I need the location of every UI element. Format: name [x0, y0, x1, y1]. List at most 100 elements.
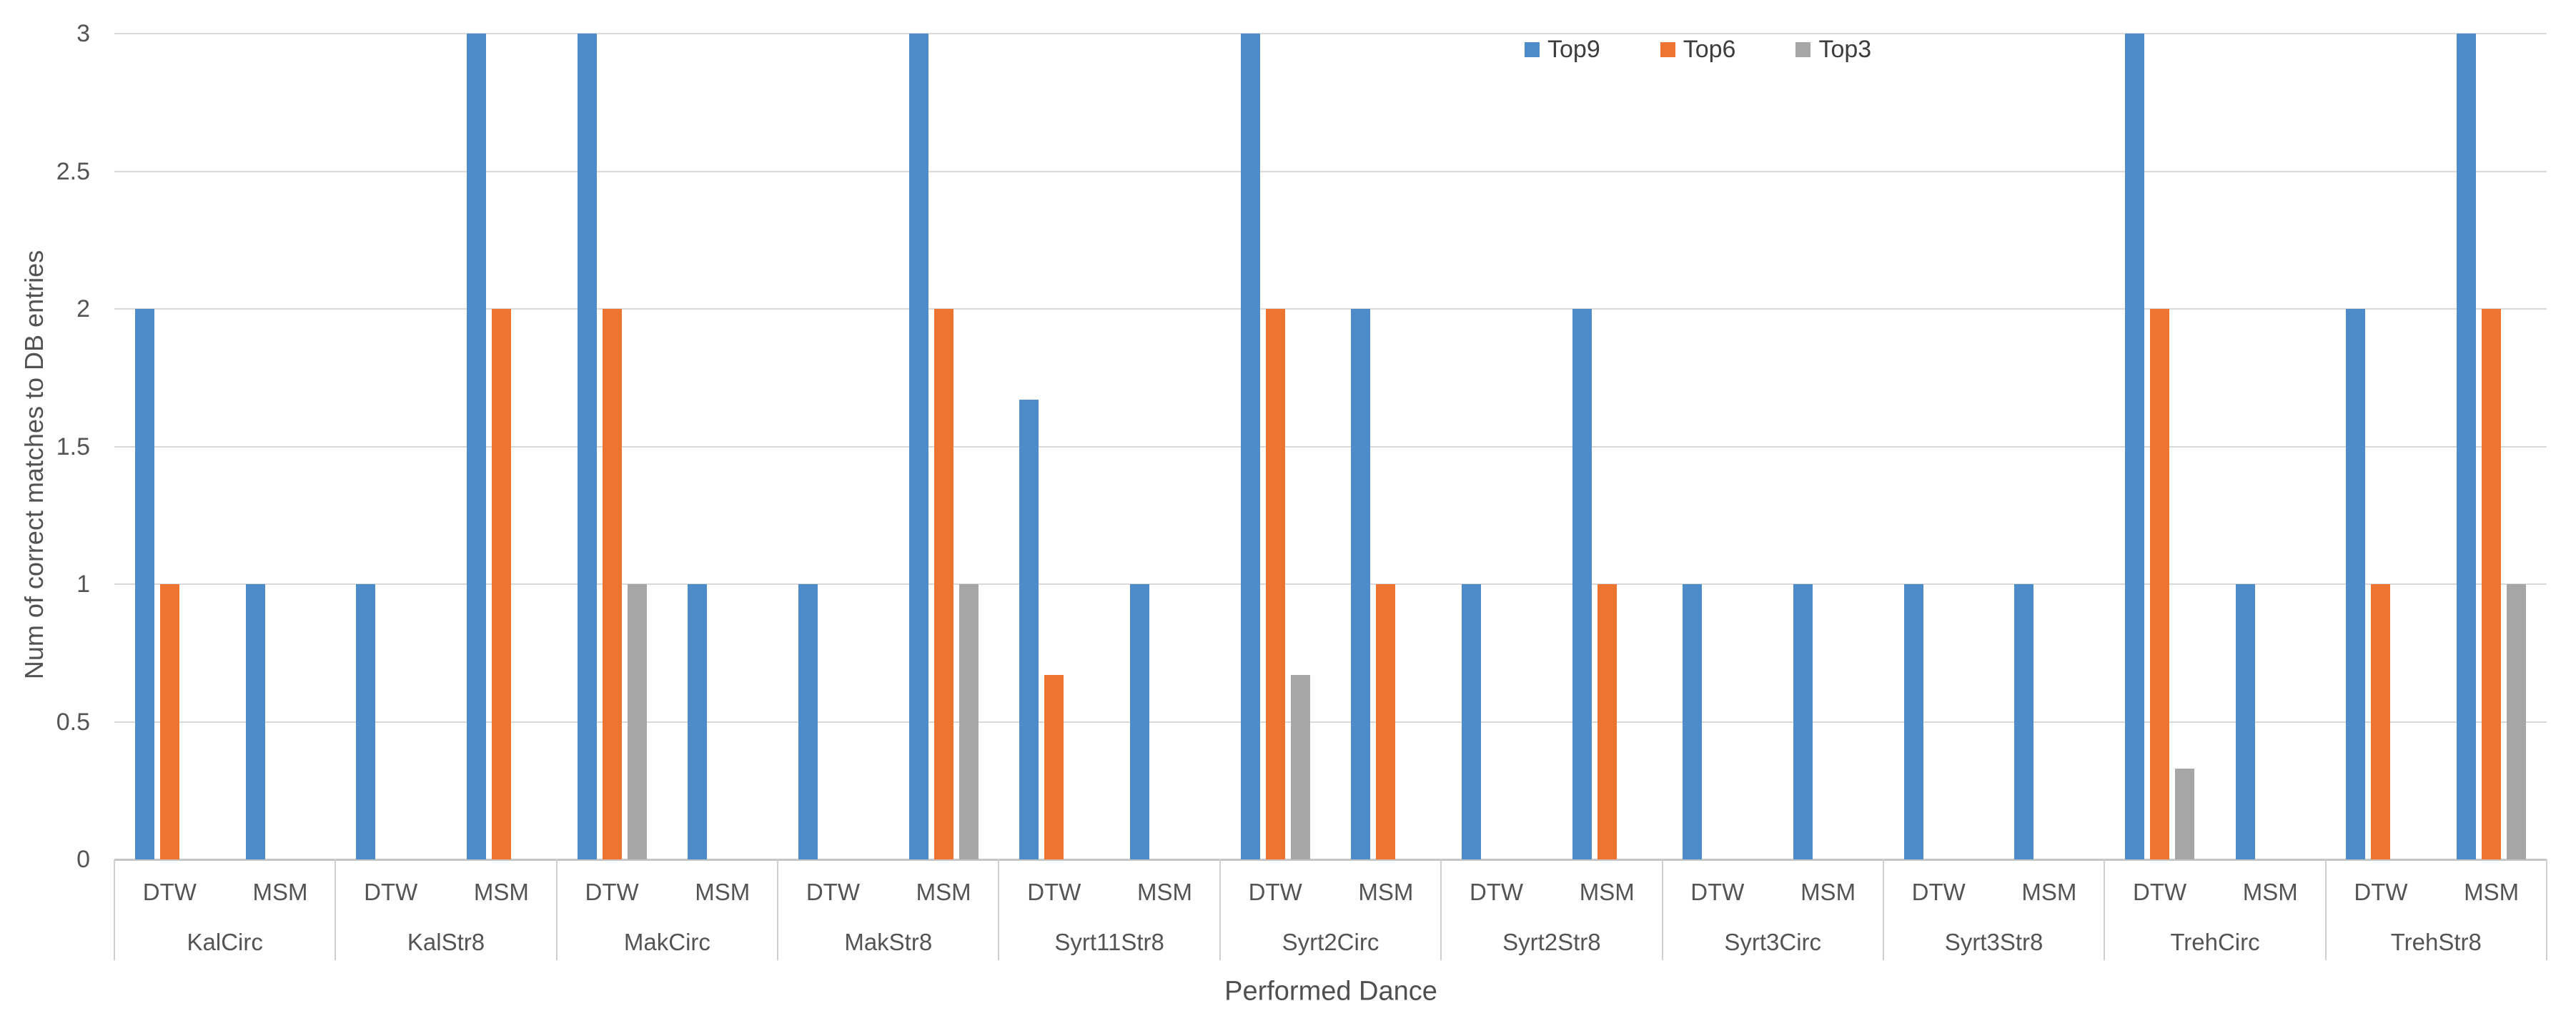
category-divider	[2104, 859, 2106, 960]
bar-top9	[1019, 400, 1039, 859]
x-axis-title: Performed Dance	[1224, 976, 1437, 1007]
bar-top6	[2482, 309, 2502, 859]
bar-top3	[2507, 584, 2527, 859]
bar-top6	[1265, 309, 1285, 859]
bar-top9	[2014, 584, 2034, 859]
bar-top9	[688, 584, 708, 859]
axis-label-dtw: DTW	[364, 879, 418, 905]
bar-top9	[908, 34, 928, 859]
category-divider	[1440, 859, 1442, 960]
bar-top6	[1044, 675, 1064, 859]
y-tick-label: 1	[76, 571, 90, 598]
y-tick-label: 0.5	[56, 708, 90, 736]
group-label-syrt2str8: Syrt2Str8	[1502, 929, 1601, 955]
legend: Top9 Top6 Top3	[1525, 33, 1871, 66]
category-divider	[1219, 859, 1221, 960]
bar-top9	[798, 584, 818, 859]
category-divider	[2546, 859, 2547, 960]
y-tick-label: 2	[76, 295, 90, 322]
bar-top3	[627, 584, 647, 859]
y-tick-label: 0	[76, 846, 90, 873]
legend-label: Top9	[1547, 35, 1600, 63]
gridline	[114, 721, 2547, 723]
axis-label-dtw: DTW	[2133, 879, 2187, 905]
gridline	[114, 583, 2547, 585]
y-tick-label: 1.5	[56, 433, 90, 460]
axis-label-msm: MSM	[695, 879, 750, 905]
axis-label-msm: MSM	[473, 879, 529, 905]
bar-top9	[2235, 584, 2255, 859]
axis-label-dtw: DTW	[1690, 879, 1745, 905]
legend-item-top6: Top6	[1660, 35, 1736, 64]
gridline	[114, 445, 2547, 448]
group-label-syrt3circ: Syrt3Circ	[1724, 929, 1822, 955]
bar-top9	[1572, 309, 1592, 859]
bar-top9	[577, 34, 597, 859]
y-tick-label: 2.5	[56, 157, 90, 185]
category-divider	[2324, 859, 2327, 960]
bar-top9	[2457, 34, 2477, 859]
axis-label-msm: MSM	[2021, 879, 2077, 905]
bar-top6	[1597, 584, 1617, 859]
legend-item-top9: Top9	[1525, 36, 1600, 64]
bar-top6	[2150, 309, 2170, 859]
axis-label-msm: MSM	[916, 879, 971, 905]
y-tick-label: 3	[76, 20, 90, 47]
legend-swatch-icon	[1795, 41, 1811, 57]
bar-top9	[1462, 584, 1482, 859]
legend-label: Top3	[1818, 35, 1872, 63]
bar-top9	[1903, 584, 1923, 859]
bar-top9	[1129, 584, 1149, 859]
legend-swatch-icon	[1660, 41, 1675, 57]
axis-label-msm: MSM	[1136, 879, 1192, 905]
gridline	[114, 170, 2547, 172]
bar-top6	[602, 309, 622, 859]
gridline	[114, 33, 2547, 34]
axis-label-dtw: DTW	[806, 879, 860, 905]
bar-top6	[159, 584, 179, 859]
category-divider	[114, 859, 115, 960]
category-divider	[555, 859, 558, 960]
axis-label-msm: MSM	[2242, 879, 2298, 905]
axis-label-msm: MSM	[252, 879, 308, 905]
category-divider	[777, 859, 779, 960]
bar-top9	[1683, 584, 1703, 859]
group-label-trehcirc: TrehCirc	[2170, 929, 2260, 955]
group-label-makcirc: MakCirc	[623, 929, 710, 955]
bar-top3	[1290, 675, 1310, 859]
bar-top9	[2346, 309, 2366, 859]
group-label-trehstr8: TrehStr8	[2390, 929, 2482, 955]
axis-label-dtw: DTW	[1248, 879, 1302, 905]
bar-top3	[2175, 768, 2195, 859]
bar-top9	[134, 309, 154, 859]
bar-top9	[466, 34, 486, 859]
group-label-kalstr8: KalStr8	[407, 929, 485, 955]
group-label-kalcirc: KalCirc	[187, 929, 263, 955]
group-label-makstr8: MakStr8	[844, 929, 933, 955]
category-divider	[1661, 859, 1663, 960]
bar-top6	[1376, 584, 1396, 859]
bar-top9	[245, 584, 265, 859]
category-divider	[335, 859, 337, 960]
axis-label-dtw: DTW	[585, 879, 639, 905]
bar-top9	[356, 584, 376, 859]
bar-top9	[1793, 584, 1813, 859]
bar-top6	[2371, 584, 2391, 859]
group-label-syrt3str8: Syrt3Str8	[1944, 929, 2044, 955]
bar-top9	[2125, 34, 2145, 859]
group-label-syrt11str8: Syrt11Str8	[1054, 929, 1164, 955]
axis-label-dtw: DTW	[1911, 879, 1966, 905]
axis-label-dtw: DTW	[1027, 879, 1081, 905]
bar-top9	[1351, 309, 1371, 859]
axis-label-dtw: DTW	[1469, 879, 1524, 905]
group-label-syrt2circ: Syrt2Circ	[1282, 929, 1379, 955]
axis-label-msm: MSM	[1579, 879, 1635, 905]
gridline	[114, 308, 2547, 310]
legend-label: Top6	[1683, 35, 1736, 63]
legend-swatch-icon	[1525, 41, 1540, 57]
x-axis-line	[114, 859, 2547, 861]
category-divider	[1882, 859, 1884, 960]
axis-label-msm: MSM	[1358, 879, 1414, 905]
axis-label-dtw: DTW	[2354, 879, 2408, 905]
